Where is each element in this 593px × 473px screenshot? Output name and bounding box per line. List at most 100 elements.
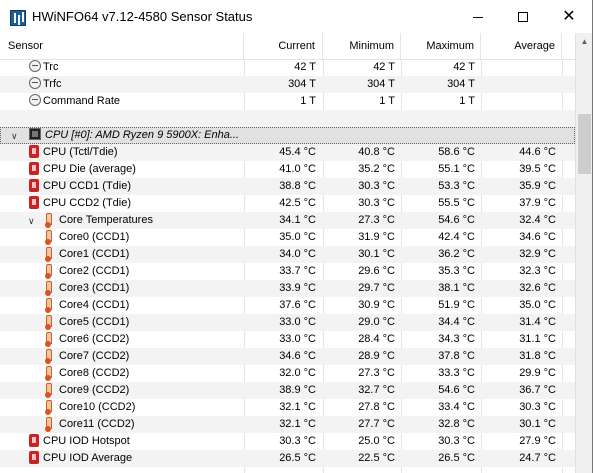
sensor-row[interactable]: Core3 (CCD1) 33.9 °C 29.7 °C 38.1 °C 32.6 °C (0, 280, 575, 297)
sensor-label: Core3 (CCD1) (59, 282, 130, 294)
maximize-button[interactable] (500, 0, 546, 33)
value-average: 29.9 °C (519, 367, 556, 379)
cpu-chip-icon (29, 179, 39, 192)
sensor-label: Core0 (CCD1) (59, 231, 130, 243)
sensor-label: CPU (Tctl/Tdie) (43, 146, 118, 158)
close-button[interactable]: ✕ (546, 0, 592, 33)
value-current: 32.1 °C (279, 401, 316, 413)
sensor-row[interactable]: Core1 (CCD1) 34.0 °C 30.1 °C 36.2 °C 32.9 °C (0, 246, 575, 263)
value-minimum: 27.3 °C (358, 367, 395, 379)
thermometer-icon (45, 281, 52, 296)
thermometer-icon (45, 230, 52, 245)
value-average: 35.9 °C (519, 180, 556, 192)
value-maximum: 304 T (447, 78, 475, 90)
value-average: 37.9 °C (519, 197, 556, 209)
value-maximum: 55.5 °C (438, 197, 475, 209)
sensor-row[interactable]: Core5 (CCD1) 33.0 °C 29.0 °C 34.4 °C 31.4 °C (0, 314, 575, 331)
sensor-row[interactable] (0, 110, 575, 127)
scrollbar-thumb[interactable] (578, 114, 591, 174)
value-current: 33.0 °C (279, 333, 316, 345)
value-average: 44.6 °C (519, 146, 556, 158)
value-minimum: 29.0 °C (358, 316, 395, 328)
value-current: 42.5 °C (279, 197, 316, 209)
cpu-chip-icon (29, 196, 39, 209)
value-current: 33.7 °C (279, 265, 316, 277)
sensor-label: Core10 (CCD2) (59, 401, 136, 413)
value-average: 31.8 °C (519, 350, 556, 362)
thermometer-icon (45, 383, 52, 398)
sensor-label: Trfc (43, 78, 62, 90)
value-current: 32.0 °C (279, 367, 316, 379)
vertical-scrollbar[interactable]: ▲ (575, 33, 593, 473)
sensor-row[interactable]: CPU (Tctl/Tdie) 45.4 °C 40.8 °C 58.6 °C 44.6… (0, 144, 575, 161)
sensor-label: Core4 (CCD1) (59, 299, 130, 311)
sensor-row[interactable]: CPU CCD1 (Tdie) 38.8 °C 30.3 °C 53.3 °C 35.9… (0, 178, 575, 195)
value-average: 30.3 °C (519, 401, 556, 413)
value-minimum: 35.2 °C (358, 163, 395, 175)
sensor-label: Core6 (CCD2) (59, 333, 130, 345)
sensor-row[interactable]: Core0 (CCD1) 35.0 °C 31.9 °C 42.4 °C 34.6 °C (0, 229, 575, 246)
sensor-row[interactable]: ∨ Core Temperatures 34.1 °C 27.3 °C 54.6 °C 3… (0, 212, 575, 229)
thermometer-icon (45, 264, 52, 279)
column-header-average[interactable]: Average (481, 33, 562, 60)
column-header-maximum[interactable]: Maximum (401, 33, 481, 60)
sensor-row[interactable]: Core10 (CCD2) 32.1 °C 27.8 °C 33.4 °C 30.3 °… (0, 399, 575, 416)
chevron-down-icon[interactable]: ∨ (28, 216, 35, 226)
column-header-current[interactable]: Current (244, 33, 323, 60)
value-maximum: 34.4 °C (438, 316, 475, 328)
value-minimum: 27.7 °C (358, 418, 395, 430)
sensor-row[interactable]: Core11 (CCD2) 32.1 °C 27.7 °C 32.8 °C 30.1 °… (0, 416, 575, 433)
sensor-label: CPU CCD2 (Tdie) (43, 197, 132, 209)
clock-icon (29, 77, 41, 89)
sensor-row[interactable]: Core9 (CCD2) 38.9 °C 32.7 °C 54.6 °C 36.7 °C (0, 382, 575, 399)
sensor-row[interactable]: Core6 (CCD2) 33.0 °C 28.4 °C 34.3 °C 31.1 °C (0, 331, 575, 348)
minimize-button[interactable] (455, 0, 501, 33)
value-minimum: 30.1 °C (358, 248, 395, 260)
sensor-row[interactable]: CPU IOD Average 26.5 °C 22.5 °C 26.5 °C 24.7… (0, 450, 575, 467)
sensor-row[interactable]: CPU IOD Hotspot 30.3 °C 25.0 °C 30.3 °C 27.9… (0, 433, 575, 450)
column-divider (481, 59, 482, 473)
sensor-label: Core2 (CCD1) (59, 265, 130, 277)
value-current: 34.6 °C (279, 350, 316, 362)
sensor-row[interactable]: Core4 (CCD1) 37.6 °C 30.9 °C 51.9 °C 35.0 °C (0, 297, 575, 314)
sensor-row[interactable]: Core2 (CCD1) 33.7 °C 29.6 °C 35.3 °C 32.3 °C (0, 263, 575, 280)
value-average: 35.0 °C (519, 299, 556, 311)
value-minimum: 30.3 °C (358, 197, 395, 209)
sensor-row[interactable]: Command Rate 1 T 1 T 1 T (0, 93, 575, 110)
value-average: 31.4 °C (519, 316, 556, 328)
value-current: 45.4 °C (279, 146, 316, 158)
value-minimum: 29.7 °C (358, 282, 395, 294)
sensor-list[interactable]: Trc 42 T 42 T 42 T Trfc 304 T 304 T 304 T Comman… (0, 59, 575, 473)
sensor-row[interactable]: Trfc 304 T 304 T 304 T (0, 76, 575, 93)
value-maximum: 34.3 °C (438, 333, 475, 345)
value-maximum: 35.3 °C (438, 265, 475, 277)
sensor-row[interactable]: CPU CCD2 (Tdie) 42.5 °C 30.3 °C 55.5 °C 37.9… (0, 195, 575, 212)
column-header-sensor[interactable]: Sensor (0, 33, 244, 60)
value-maximum: 36.2 °C (438, 248, 475, 260)
sensor-group-row[interactable]: ∨ CPU [#0]: AMD Ryzen 9 5900X: Enha... (0, 127, 575, 144)
sensor-row[interactable]: Core7 (CCD2) 34.6 °C 28.9 °C 37.8 °C 31.8 °C (0, 348, 575, 365)
value-minimum: 28.4 °C (358, 333, 395, 345)
sensor-row[interactable]: Trc 42 T 42 T 42 T (0, 59, 575, 76)
column-divider (401, 59, 402, 473)
column-divider (562, 59, 563, 473)
scroll-up-icon[interactable]: ▲ (580, 37, 589, 46)
clock-icon (29, 60, 41, 72)
value-maximum: 53.3 °C (438, 180, 475, 192)
sensor-label: Core Temperatures (59, 214, 153, 226)
cpu-chip-icon (29, 451, 39, 464)
column-header: Sensor Current Minimum Maximum Average (0, 33, 575, 60)
maximize-icon (518, 12, 528, 23)
value-maximum: 51.9 °C (438, 299, 475, 311)
chevron-down-icon[interactable]: ∨ (11, 131, 18, 141)
sensor-row[interactable]: Core8 (CCD2) 32.0 °C 27.3 °C 33.3 °C 29.9 °C (0, 365, 575, 382)
cpu-chip-icon (29, 434, 39, 447)
thermometer-icon (45, 213, 52, 228)
sensor-row[interactable]: CPU Die (average) 41.0 °C 35.2 °C 55.1 °C 39… (0, 161, 575, 178)
value-current: 41.0 °C (279, 163, 316, 175)
value-maximum: 37.8 °C (438, 350, 475, 362)
value-maximum: 58.6 °C (438, 146, 475, 158)
value-current: 32.1 °C (279, 418, 316, 430)
column-header-minimum[interactable]: Minimum (323, 33, 401, 60)
thermometer-icon (45, 417, 52, 432)
